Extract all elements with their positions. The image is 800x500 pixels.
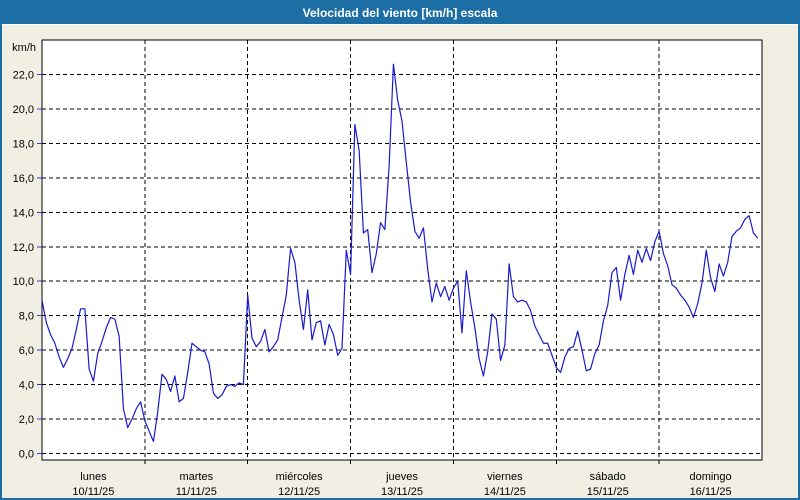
svg-text:8,0: 8,0 [19, 311, 34, 323]
x-gridlines [144, 40, 660, 464]
y-axis-unit-label: km/h [12, 42, 36, 54]
x-day-labels: lunes 10/11/25 martes 11/11/25 miércoles 12/1… [72, 471, 731, 498]
wind-speed-line [41, 63, 759, 443]
plot-frame [41, 39, 763, 461]
day-date-label: 12/11/25 [278, 486, 320, 498]
svg-text:2,0: 2,0 [19, 414, 34, 426]
day-name-label: miércoles [276, 471, 324, 483]
svg-text:4,0: 4,0 [19, 380, 34, 392]
svg-text:16,0: 16,0 [13, 173, 34, 185]
chart-title: Velocidad del viento [km/h] escala [302, 6, 498, 20]
day-date-label: 14/11/25 [484, 486, 526, 498]
day-date-label: 16/11/25 [690, 486, 732, 498]
day-date-label: 15/11/25 [587, 486, 629, 498]
day-name-label: viernes [487, 471, 523, 483]
svg-text:6,0: 6,0 [19, 345, 34, 357]
svg-text:12,0: 12,0 [13, 242, 34, 254]
y-tick-labels: 0,0 2,0 4,0 6,0 8,0 10,0 12,0 14,0 16,0 18,0 20,0 2… [13, 70, 34, 461]
svg-text:10,0: 10,0 [13, 276, 34, 288]
day-name-label: martes [179, 471, 213, 483]
day-date-label: 11/11/25 [176, 486, 217, 498]
svg-text:22,0: 22,0 [13, 70, 34, 82]
svg-text:18,0: 18,0 [13, 138, 34, 150]
day-name-label: domingo [689, 471, 731, 483]
day-name-label: sábado [590, 471, 626, 483]
title-bar: Velocidad del viento [km/h] escala [2, 2, 798, 25]
svg-text:20,0: 20,0 [13, 104, 34, 116]
day-name-label: lunes [80, 471, 107, 483]
day-date-label: 10/11/25 [72, 486, 114, 498]
y-gridlines [37, 74, 762, 454]
day-date-label: 13/11/25 [381, 486, 423, 498]
svg-text:0,0: 0,0 [19, 449, 34, 461]
day-name-label: jueves [385, 471, 418, 483]
svg-text:14,0: 14,0 [13, 207, 34, 219]
